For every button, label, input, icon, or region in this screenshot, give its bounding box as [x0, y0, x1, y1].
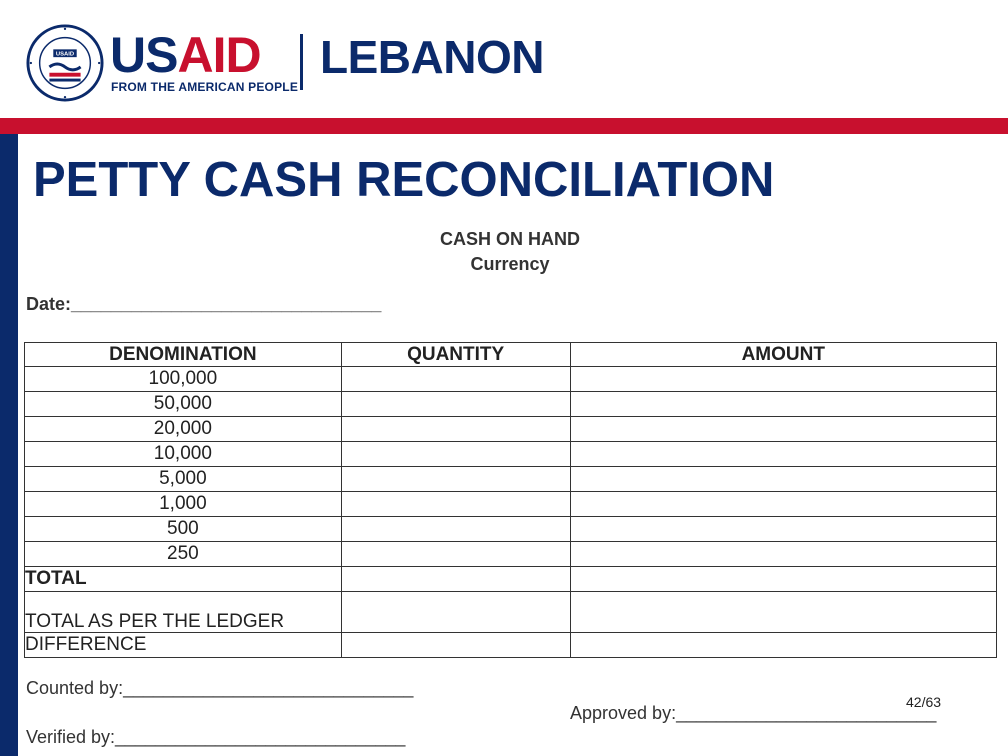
table-row: 10,000 [24, 441, 998, 467]
denomination-cell: 500 [24, 516, 342, 542]
logo-divider [300, 34, 303, 90]
red-band [0, 118, 1008, 134]
ledger-quantity-cell[interactable] [340, 591, 571, 633]
quantity-cell[interactable] [340, 391, 571, 417]
quantity-cell[interactable] [340, 441, 571, 467]
header: USAID USAID FROM THE AMERICAN PEOPLE LEB… [0, 0, 1008, 118]
header-amount: AMOUNT [569, 342, 998, 367]
header-denomination: DENOMINATION [24, 342, 342, 367]
page-number: 42/63 [906, 694, 942, 710]
denomination-cell: 50,000 [24, 391, 342, 417]
difference-label: DIFFERENCE [24, 632, 342, 658]
left-accent-bar [0, 134, 18, 756]
quantity-cell[interactable] [340, 491, 571, 517]
table-row: 1,000 [24, 491, 998, 517]
total-row: TOTAL [24, 566, 998, 592]
usaid-seal-icon: USAID [26, 24, 104, 102]
logo-tagline: FROM THE AMERICAN PEOPLE [111, 80, 299, 94]
quantity-cell[interactable] [340, 366, 571, 392]
table-row: 20,000 [24, 416, 998, 442]
total-amount-cell[interactable] [569, 566, 998, 592]
table-row: 5,000 [24, 466, 998, 492]
amount-cell[interactable] [569, 541, 998, 567]
ledger-row: TOTAL AS PER THE LEDGER [24, 591, 998, 633]
quantity-cell[interactable] [340, 516, 571, 542]
amount-cell[interactable] [569, 416, 998, 442]
logo-country: LEBANON [320, 31, 544, 83]
difference-amount-cell[interactable] [569, 632, 998, 658]
date-field[interactable]: Date:_______________________________ [26, 294, 382, 314]
quantity-cell[interactable] [340, 416, 571, 442]
table-row: 50,000 [24, 391, 998, 417]
total-quantity-cell[interactable] [340, 566, 571, 592]
amount-cell[interactable] [569, 366, 998, 392]
amount-cell[interactable] [569, 466, 998, 492]
quantity-cell[interactable] [340, 541, 571, 567]
wordmark-aid: AID [177, 27, 261, 83]
svg-text:USAID: USAID [56, 52, 74, 58]
total-label: TOTAL [24, 566, 342, 592]
difference-quantity-cell[interactable] [340, 632, 571, 658]
section-subtitle: CASH ON HAND [439, 229, 580, 249]
page-title: PETTY CASH RECONCILIATION [33, 153, 775, 207]
reconciliation-table: DENOMINATION QUANTITY AMOUNT 100,000 50,… [24, 342, 998, 658]
denomination-cell: 1,000 [24, 491, 342, 517]
currency-subtitle: Currency [470, 254, 550, 274]
amount-cell[interactable] [569, 441, 998, 467]
table-header-row: DENOMINATION QUANTITY AMOUNT [24, 342, 998, 367]
difference-row: DIFFERENCE [24, 632, 998, 658]
quantity-cell[interactable] [340, 466, 571, 492]
denomination-cell: 10,000 [24, 441, 342, 467]
counted-by-field[interactable]: Counted by:_____________________________ [26, 678, 414, 698]
denomination-cell: 5,000 [24, 466, 342, 492]
ledger-amount-cell[interactable] [569, 591, 998, 633]
verified-by-field[interactable]: Verified by:____________________________… [26, 727, 406, 747]
wordmark-us: US [110, 27, 178, 83]
amount-cell[interactable] [569, 491, 998, 517]
amount-cell[interactable] [569, 516, 998, 542]
table-row: 250 [24, 541, 998, 567]
denomination-cell: 100,000 [24, 366, 342, 392]
amount-cell[interactable] [569, 391, 998, 417]
approved-by-field[interactable]: Approved by:__________________________ [570, 703, 937, 723]
table-row: 100,000 [24, 366, 998, 392]
header-quantity: QUANTITY [340, 342, 571, 367]
denomination-cell: 20,000 [24, 416, 342, 442]
usaid-wordmark: USAID [110, 27, 262, 83]
ledger-label: TOTAL AS PER THE LEDGER [24, 591, 342, 633]
table-row: 500 [24, 516, 998, 542]
denomination-cell: 250 [24, 541, 342, 567]
